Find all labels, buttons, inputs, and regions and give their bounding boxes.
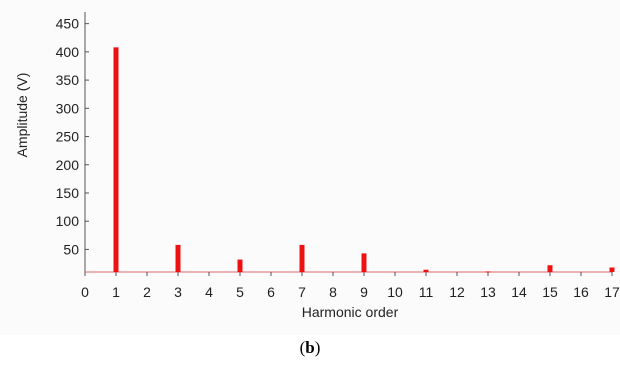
x-tick-label: 4 bbox=[205, 284, 213, 300]
caption-open: ( bbox=[299, 338, 306, 357]
bar-h1 bbox=[113, 47, 119, 273]
x-tick-label: 12 bbox=[449, 284, 465, 300]
y-tick-label: 250 bbox=[56, 129, 80, 145]
x-tick-label: 2 bbox=[143, 284, 151, 300]
x-tick-label: 16 bbox=[573, 284, 589, 300]
y-tick-label: 350 bbox=[56, 72, 80, 88]
x-tick-label: 17 bbox=[604, 284, 620, 300]
figure-caption: (b) bbox=[0, 338, 620, 358]
x-tick-label: 1 bbox=[112, 284, 120, 300]
bar-h13 bbox=[485, 271, 491, 273]
bar-h3 bbox=[175, 244, 181, 272]
x-tick-label: 15 bbox=[542, 284, 558, 300]
bar-h9 bbox=[361, 253, 367, 272]
bar-h7 bbox=[299, 244, 305, 272]
y-tick-label: 200 bbox=[56, 157, 80, 173]
bar-h11 bbox=[423, 269, 429, 272]
bars bbox=[113, 47, 615, 273]
caption-label: b bbox=[305, 338, 315, 357]
x-tick-label: 3 bbox=[174, 284, 182, 300]
x-tick-label: 11 bbox=[419, 284, 434, 300]
x-axis-label: Harmonic order bbox=[302, 304, 399, 320]
y-tick-label: 150 bbox=[56, 185, 80, 201]
x-tick-label: 0 bbox=[81, 284, 89, 300]
y-tick-label: 100 bbox=[56, 213, 80, 229]
x-tick-label: 7 bbox=[298, 284, 306, 300]
x-tick-label: 13 bbox=[480, 284, 496, 300]
y-tick-label: 300 bbox=[56, 100, 80, 116]
x-tick-label: 5 bbox=[236, 284, 244, 300]
bar-h5 bbox=[237, 259, 243, 272]
x-tick-label: 6 bbox=[267, 284, 275, 300]
y-tick-label: 400 bbox=[56, 44, 80, 60]
y-tick-label: 450 bbox=[56, 16, 80, 32]
bar-h15 bbox=[547, 265, 553, 272]
x-tick-label: 8 bbox=[329, 284, 337, 300]
caption-close: ) bbox=[314, 338, 321, 357]
x-tick-label: 9 bbox=[360, 284, 368, 300]
x-tick-label: 14 bbox=[511, 284, 527, 300]
y-axis-label: Amplitude (V) bbox=[14, 73, 30, 158]
bar-h17 bbox=[609, 267, 615, 272]
y-tick-label: 50 bbox=[63, 241, 79, 257]
x-tick-label: 10 bbox=[387, 284, 403, 300]
